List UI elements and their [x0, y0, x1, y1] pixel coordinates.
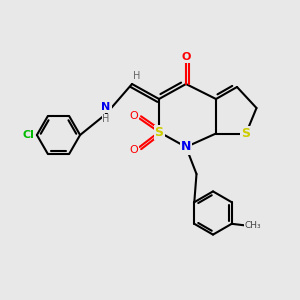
Text: CH₃: CH₃	[245, 221, 262, 230]
Text: Cl: Cl	[22, 130, 34, 140]
Text: N: N	[181, 140, 191, 154]
Text: S: S	[154, 125, 164, 139]
Text: O: O	[130, 145, 139, 155]
Text: H: H	[102, 114, 110, 124]
Text: S: S	[242, 127, 250, 140]
Text: N: N	[101, 102, 111, 112]
Text: O: O	[130, 110, 139, 121]
Text: O: O	[181, 52, 191, 62]
Text: H: H	[133, 70, 140, 81]
